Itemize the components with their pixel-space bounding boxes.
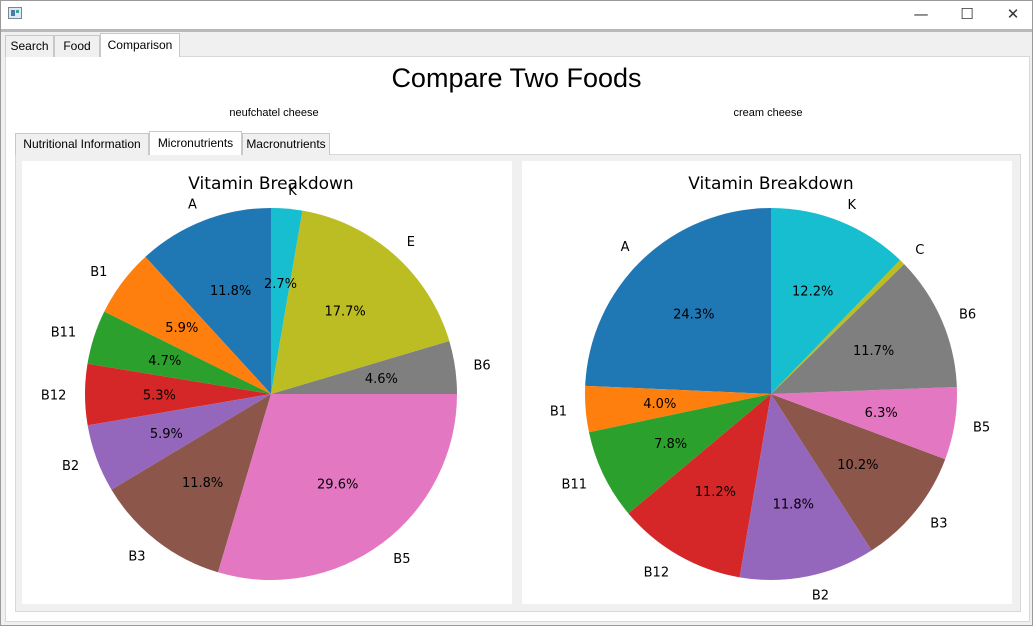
slice-label-b3: B3 [930,516,947,531]
pie-slice-b6 [771,264,957,394]
slice-label-c: C [915,243,924,258]
slice-label-b6: B6 [474,359,491,374]
tab-food[interactable]: Food [54,35,100,57]
slice-pct-k: 12.2% [792,285,833,300]
right-vitamin-chart: Vitamin Breakdown A 24.3% B1 4.0% B11 7.8% B12 1… [522,161,1012,604]
slice-pct-b12: 11.2% [695,485,736,500]
slice-label-b12: B12 [41,389,66,404]
frame-border [1,29,1032,32]
page-title: Compare Two Foods [391,63,642,93]
slice-pct-b2: 11.8% [773,497,814,512]
pie-slice-b11 [588,394,771,514]
left-pie-svg: Vitamin Breakdown A 11.8% B1 5.9% B11 4.7% B12 5… [41,174,491,581]
tab-nutritional-information[interactable]: Nutritional Information [15,133,149,155]
left-vitamin-chart: Vitamin Breakdown A 11.8% B1 5.9% B11 4.7% B12 5… [22,161,512,604]
slice-label-a: A [621,240,630,255]
slice-label-b6: B6 [959,307,976,322]
slice-label-k: K [288,184,297,199]
slice-label-b3: B3 [128,550,145,565]
slice-label-b5: B5 [393,552,410,567]
slice-label-b2: B2 [812,589,829,604]
slice-pct-e: 17.7% [324,305,365,320]
right-pie-svg: Vitamin Breakdown A 24.3% B1 4.0% B11 7.8% B12 1… [550,174,990,604]
slice-label-b11: B11 [562,477,587,492]
close-icon[interactable]: ✕ [1006,5,1020,23]
chart-title: Vitamin Breakdown [188,174,353,194]
pie-slice-a [585,208,771,394]
pie-slice-b3 [771,394,946,551]
tab-macronutrients[interactable]: Macronutrients [242,133,330,155]
tab-search[interactable]: Search [5,35,54,57]
slice-pct-b12: 5.3% [143,388,176,403]
slice-label-a: A [188,197,197,212]
app-icon [8,7,22,19]
pie-slice-b1 [584,385,771,433]
pie-slice-k [771,208,901,394]
tab-micronutrients[interactable]: Micronutrients [149,131,242,155]
slice-pct-b6: 4.6% [365,372,398,387]
slice-pct-b6: 11.7% [853,344,894,359]
pie-slice-b6 [271,340,457,394]
minimize-icon[interactable]: — [913,5,929,23]
slice-label-b2: B2 [62,459,79,474]
pie-slice-e [271,210,450,394]
slice-label-e: E [407,235,415,250]
pie-slice-b12 [85,363,271,426]
slice-pct-k: 2.7% [264,277,297,292]
pie-slice-a [145,208,271,394]
slice-label-b11: B11 [51,325,76,340]
slice-pct-b5: 6.3% [865,406,898,421]
pie-slice-b2 [87,394,271,490]
pie-slice-b1 [104,256,271,394]
pie-slice-k [271,208,303,394]
slice-pct-b11: 4.7% [148,354,181,369]
pie-slice-b3 [111,394,271,573]
slice-label-b1: B1 [90,265,107,280]
right-food-name: cream cheese [733,107,803,119]
pie-slice-b5 [771,386,958,460]
slice-pct-a: 11.8% [210,284,251,299]
slice-pct-b1: 4.0% [643,397,676,412]
pie-slice-c [771,260,905,394]
pie-slice-b11 [87,311,271,394]
maximize-icon[interactable]: ☐ [960,5,974,23]
slice-pct-b3: 11.8% [182,476,223,491]
slice-pct-b2: 5.9% [150,427,183,442]
slice-label-b5: B5 [973,421,990,436]
slice-label-b12: B12 [644,565,669,580]
tab-comparison[interactable]: Comparison [100,33,180,57]
slice-pct-a: 24.3% [673,307,714,322]
slice-label-b1: B1 [550,405,567,420]
pie-slice-b5 [217,394,457,581]
slice-pct-b5: 29.6% [317,478,358,493]
slice-pct-b11: 7.8% [654,437,687,452]
slice-pct-b3: 10.2% [837,458,878,473]
slice-pct-b1: 5.9% [165,321,198,336]
pie-slice-b2 [739,394,872,581]
left-food-name: neufchatel cheese [229,107,319,119]
pie-slice-b12 [628,394,771,578]
chart-title: Vitamin Breakdown [688,174,853,194]
title-bar: — ☐ ✕ [1,1,1032,29]
slice-label-k: K [848,198,857,213]
